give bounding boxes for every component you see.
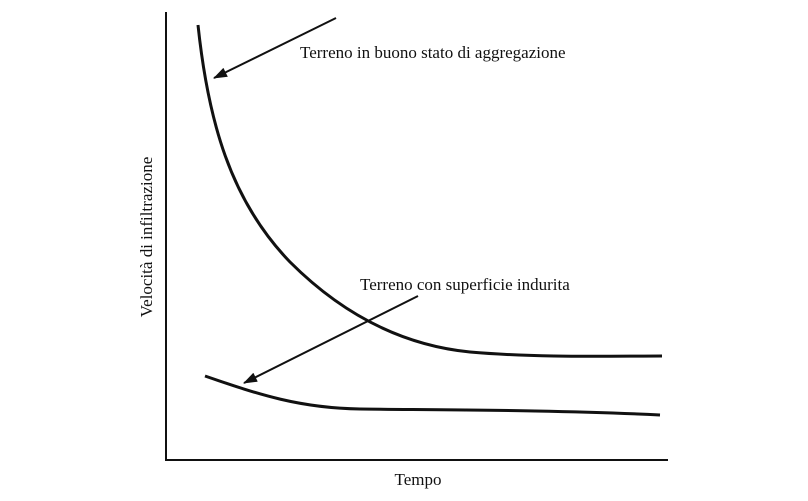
annotation: Terreno con superficie indurita	[360, 275, 570, 294]
arrow	[243, 295, 419, 384]
annotation: Terreno in buono stato di aggregazione	[300, 43, 566, 62]
curve-aggregated-soil	[196, 24, 663, 358]
arrow	[213, 17, 337, 79]
x-axis-label: Tempo	[395, 470, 442, 489]
y-axis-label: Velocità di infiltrazione	[137, 157, 156, 318]
curve-crusted-soil	[204, 374, 661, 417]
